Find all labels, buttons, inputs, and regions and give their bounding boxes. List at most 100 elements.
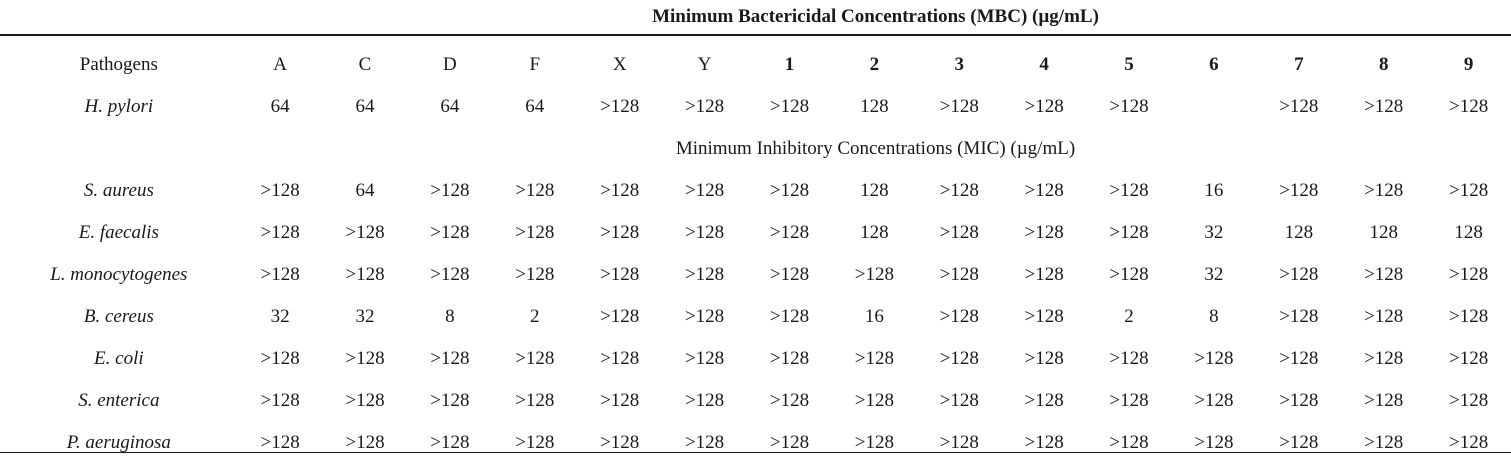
header-col-8: 8 (1378, 54, 1389, 75)
value-cell: >128 (1448, 348, 1489, 369)
value-cell: >128 (515, 222, 555, 243)
pathogen-name: B. cereus (83, 306, 154, 327)
value-cell: >128 (1109, 96, 1149, 117)
value-cell: >128 (345, 390, 385, 411)
value-cell: >128 (1279, 96, 1319, 117)
value-cell: >128 (600, 306, 640, 327)
value-cell: 128 (860, 96, 889, 117)
value-cell: >128 (769, 306, 810, 327)
value-cell: >128 (684, 264, 725, 285)
value-cell: 2 (1124, 306, 1134, 327)
top-rule (0, 34, 1511, 36)
header-col-X: X (612, 54, 627, 75)
header-col-3: 3 (954, 54, 965, 75)
value-cell: >128 (1448, 390, 1489, 411)
value-cell: >128 (1364, 96, 1404, 117)
value-cell: 8 (1209, 306, 1219, 327)
value-cell: >128 (1279, 432, 1319, 453)
value-cell: 64 (355, 96, 375, 117)
value-cell: >128 (1109, 432, 1149, 453)
value-cell: >128 (939, 432, 979, 453)
value-cell: >128 (1194, 390, 1234, 411)
value-cell: >128 (430, 432, 470, 453)
value-cell: >128 (515, 348, 555, 369)
table-row: E. faecalis >128 >128 >128 >128 >128 >128 >128 1… (0, 212, 1511, 254)
value-cell: >128 (1024, 432, 1064, 453)
value-cell: 32 (270, 306, 290, 327)
value-cell: >128 (854, 348, 894, 369)
header-col-5: 5 (1124, 54, 1134, 75)
value-cell: >128 (939, 264, 979, 285)
header-col-A: A (273, 54, 287, 75)
pathogen-name: S. aureus (83, 180, 154, 201)
value-cell: >128 (1364, 432, 1404, 453)
mic-section-title: Minimum Inhibitory Concentrations (MIC) … (675, 138, 1076, 159)
value-cell: >128 (515, 432, 555, 453)
value-cell: >128 (345, 432, 385, 453)
pathogen-name: L. monocytogenes (50, 264, 188, 285)
value-cell: >128 (1024, 348, 1064, 369)
value-cell: >128 (1448, 306, 1489, 327)
header-col-D: D (443, 54, 457, 75)
value-cell: 32 (355, 306, 375, 327)
value-cell: >128 (515, 390, 555, 411)
pathogen-name: P. aeruginosa (66, 432, 171, 453)
value-cell: >128 (1364, 180, 1404, 201)
value-cell: >128 (600, 390, 640, 411)
pathogen-name: E. coli (94, 348, 144, 369)
value-cell: >128 (939, 306, 979, 327)
value-cell: >128 (1109, 390, 1149, 411)
value-cell: >128 (1109, 222, 1149, 243)
value-cell: 128 (1369, 222, 1398, 243)
value-cell: >128 (260, 222, 300, 243)
table-row: B. cereus 32 32 8 2 >128 >128 >128 16 >128 >128 2 8 >… (0, 296, 1511, 338)
mbc-rows: H. pylori 64 64 64 64 >128 >128 >128 128 >128 >128… (0, 86, 1511, 128)
value-cell: >128 (1109, 264, 1149, 285)
value-cell: >128 (769, 264, 810, 285)
value-cell: >128 (1364, 306, 1404, 327)
value-cell: >128 (600, 432, 640, 453)
value-cell: >128 (600, 222, 640, 243)
value-cell: 32 (1204, 222, 1224, 243)
bottom-rule (0, 452, 1511, 453)
value-cell: >128 (939, 390, 979, 411)
value-cell: >128 (1279, 348, 1319, 369)
value-cell: >128 (854, 264, 894, 285)
value-cell: >128 (684, 222, 725, 243)
value-cell: >128 (600, 180, 640, 201)
value-cell: 64 (270, 96, 290, 117)
value-cell: 128 (1284, 222, 1314, 243)
table-row: S. enterica >128 >128 >128 >128 >128 >128 >128 >… (0, 380, 1511, 422)
value-cell: >128 (430, 180, 470, 201)
value-cell: 32 (1204, 264, 1224, 285)
value-cell: >128 (345, 348, 385, 369)
value-cell: >128 (1109, 180, 1149, 201)
value-cell: >128 (854, 390, 894, 411)
table-row: H. pylori 64 64 64 64 >128 >128 >128 128 >128 >128… (0, 86, 1511, 128)
header-col-C: C (358, 54, 372, 75)
value-cell: >128 (1448, 96, 1489, 117)
value-cell: 128 (1454, 222, 1483, 243)
header-col-4: 4 (1039, 54, 1049, 75)
table-row: P. aeruginosa >128 >128 >128 >128 >128 >128 >12… (0, 422, 1511, 464)
value-cell: >128 (1279, 390, 1319, 411)
value-cell: >128 (769, 390, 810, 411)
value-cell: >128 (1024, 96, 1064, 117)
value-cell: >128 (260, 390, 300, 411)
value-cell: >128 (1109, 348, 1149, 369)
value-cell: >128 (1194, 432, 1234, 453)
value-cell: 16 (864, 306, 884, 327)
value-cell: >128 (600, 96, 640, 117)
pathogen-name: E. faecalis (78, 222, 159, 243)
value-cell: >128 (769, 222, 810, 243)
value-cell: >128 (515, 180, 555, 201)
table-row: L. monocytogenes >128 >128 >128 >128 >128 >128… (0, 254, 1511, 296)
mic-title-row: Minimum Inhibitory Concentrations (MIC) … (0, 128, 1511, 170)
value-cell: >128 (1024, 222, 1064, 243)
value-cell: >128 (1448, 264, 1489, 285)
value-cell: >128 (1024, 390, 1064, 411)
value-cell: >128 (515, 264, 555, 285)
value-cell: 128 (860, 222, 889, 243)
value-cell: 16 (1204, 180, 1224, 201)
value-cell: >128 (345, 222, 385, 243)
